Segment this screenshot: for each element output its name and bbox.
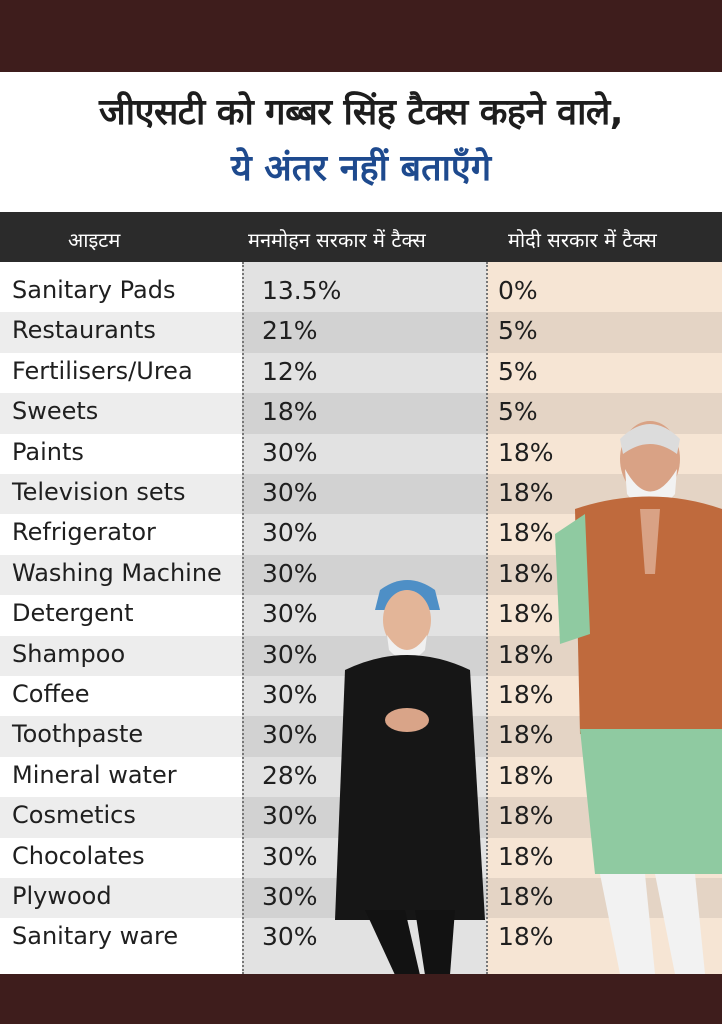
row-modi-tax: 18% bbox=[498, 882, 554, 911]
row-manmohan-tax: 30% bbox=[262, 639, 318, 669]
row-item: Television sets bbox=[12, 478, 186, 506]
row-item: Toothpaste bbox=[12, 720, 144, 749]
row-manmohan-tax: 30% bbox=[262, 437, 318, 467]
row-modi-tax: 18% bbox=[498, 599, 554, 629]
row-item: Plywood bbox=[12, 882, 112, 910]
row-manmohan-tax: 30% bbox=[262, 558, 318, 588]
headline-line-1: जीएसटी को गब्बर सिंह टैक्स कहने वाले, bbox=[99, 92, 623, 133]
row-item: Restaurants bbox=[12, 316, 156, 345]
row-item: Sanitary ware bbox=[12, 922, 179, 951]
row-item: Fertilisers/Urea bbox=[12, 356, 193, 385]
row-item: Detergent bbox=[12, 599, 134, 628]
row-manmohan-tax: 30% bbox=[262, 801, 318, 831]
row-modi-tax: 5% bbox=[498, 316, 538, 346]
row-modi-tax: 18% bbox=[498, 639, 554, 669]
column-header-manmohan: मनमोहन सरकार में टैक्स bbox=[248, 228, 426, 252]
column-header-modi: मोदी सरकार में टैक्स bbox=[508, 228, 657, 252]
table-row: Mineral water 28% 18% bbox=[0, 757, 722, 797]
row-manmohan-tax: 30% bbox=[262, 841, 318, 871]
table-row: Fertilisers/Urea 12% 5% bbox=[0, 353, 722, 393]
row-modi-tax: 18% bbox=[498, 922, 554, 952]
bottom-band bbox=[0, 974, 722, 1024]
row-modi-tax: 18% bbox=[498, 720, 554, 750]
row-modi-tax: 5% bbox=[498, 356, 538, 386]
row-manmohan-tax: 30% bbox=[262, 680, 318, 709]
row-item: Washing Machine bbox=[12, 558, 222, 587]
row-modi-tax: 18% bbox=[498, 801, 554, 831]
row-modi-tax: 18% bbox=[498, 558, 554, 588]
tax-table: Sanitary Pads 13.5% 0% Restaurants 21% 5% Fert… bbox=[0, 262, 722, 974]
headline-panel: जीएसटी को गब्बर सिंह टैक्स कहने वाले, ये… bbox=[0, 72, 722, 212]
row-item: Refrigerator bbox=[12, 518, 156, 547]
top-band bbox=[0, 0, 722, 72]
table-row: Chocolates 30% 18% bbox=[0, 838, 722, 878]
table-row: Paints 30% 18% bbox=[0, 434, 722, 474]
row-item: Chocolates bbox=[12, 841, 145, 870]
divider-left bbox=[242, 262, 244, 974]
row-item: Sweets bbox=[12, 397, 99, 426]
table-row: Sweets 18% 5% bbox=[0, 393, 722, 434]
row-manmohan-tax: 18% bbox=[262, 397, 318, 427]
table-row: Refrigerator 30% 18% bbox=[0, 514, 722, 554]
row-modi-tax: 18% bbox=[498, 437, 554, 467]
table-row: Coffee 30% 18% bbox=[0, 676, 722, 716]
row-modi-tax: 0% bbox=[498, 276, 538, 305]
table-row: Sanitary ware 30% 18% bbox=[0, 918, 722, 958]
row-modi-tax: 18% bbox=[498, 760, 554, 790]
row-item: Mineral water bbox=[12, 760, 177, 789]
row-modi-tax: 18% bbox=[498, 478, 554, 507]
table-row: Sanitary Pads 13.5% 0% bbox=[0, 272, 722, 312]
row-item: Sanitary Pads bbox=[12, 276, 176, 304]
row-manmohan-tax: 30% bbox=[262, 599, 318, 629]
row-item: Shampoo bbox=[12, 639, 126, 668]
row-manmohan-tax: 30% bbox=[262, 518, 318, 548]
column-header-item: आइटम bbox=[68, 228, 121, 252]
table-row: Restaurants 21% 5% bbox=[0, 312, 722, 353]
person-left-illustration bbox=[335, 580, 485, 974]
row-item: Coffee bbox=[12, 680, 90, 708]
row-manmohan-tax: 30% bbox=[262, 922, 318, 952]
row-manmohan-tax: 13.5% bbox=[262, 276, 342, 305]
row-modi-tax: 18% bbox=[498, 680, 554, 709]
row-manmohan-tax: 28% bbox=[262, 760, 318, 790]
row-modi-tax: 18% bbox=[498, 518, 554, 548]
headline-line-2: ये अंतर नहीं बताएँगे bbox=[230, 148, 492, 189]
table-header: आइटम मनमोहन सरकार में टैक्स मोदी सरकार म… bbox=[0, 212, 722, 262]
row-manmohan-tax: 12% bbox=[262, 356, 318, 386]
row-manmohan-tax: 30% bbox=[262, 882, 318, 911]
row-modi-tax: 5% bbox=[498, 397, 538, 427]
table-row: Detergent 30% 18% bbox=[0, 595, 722, 635]
row-manmohan-tax: 30% bbox=[262, 478, 318, 507]
row-item: Paints bbox=[12, 437, 84, 466]
row-modi-tax: 18% bbox=[498, 841, 554, 871]
row-manmohan-tax: 21% bbox=[262, 316, 318, 346]
person-right-illustration bbox=[555, 421, 722, 974]
row-manmohan-tax: 30% bbox=[262, 720, 318, 750]
row-item: Cosmetics bbox=[12, 801, 136, 830]
divider-right bbox=[486, 262, 488, 974]
